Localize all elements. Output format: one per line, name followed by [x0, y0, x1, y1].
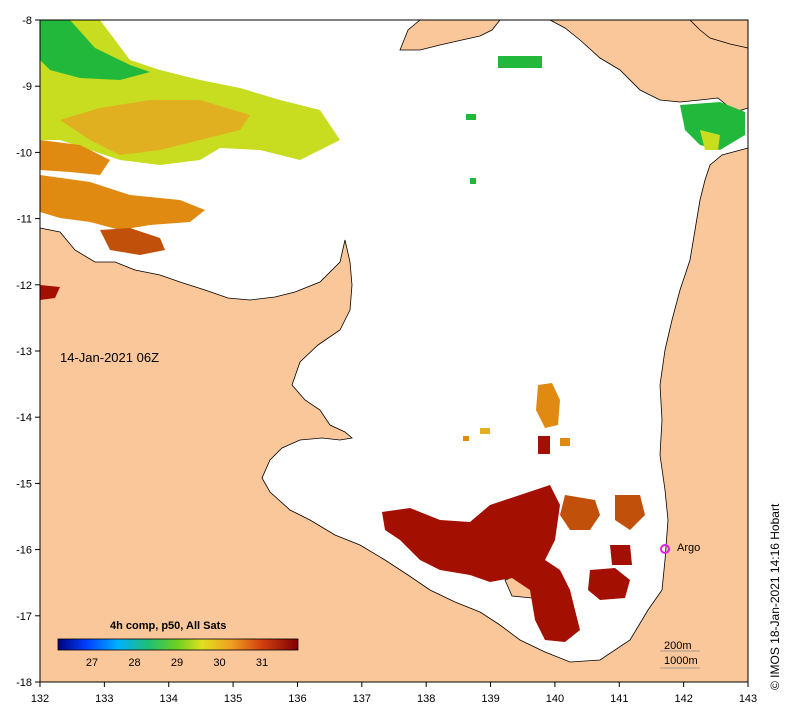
x-tick-label: 138: [417, 693, 435, 705]
sst-patch-small: [466, 114, 476, 120]
colorbar-tick-label: 30: [213, 657, 225, 669]
sst-patch-southeast-4: [610, 545, 632, 565]
x-tick-label: 143: [739, 693, 757, 705]
y-tick-label: -18: [16, 677, 32, 689]
y-tick-label: -17: [16, 611, 32, 623]
sst-patch-east-mild: [700, 130, 720, 150]
sst-data-layer: [40, 20, 745, 642]
x-tick-label: 132: [31, 693, 49, 705]
argo-label: Argo: [677, 542, 701, 554]
sst-warm-band: [60, 100, 250, 155]
sst-patch-hot-small: [538, 436, 550, 454]
x-tick-label: 137: [353, 693, 371, 705]
y-tick-label: -10: [16, 147, 32, 159]
sst-patch-southeast-2: [615, 495, 645, 530]
y-tick-label: -16: [16, 545, 32, 557]
x-tick-label: 140: [546, 693, 564, 705]
sst-cool-region: [40, 20, 150, 80]
colorbar-ticks: 27 28 29 30 31: [86, 657, 268, 669]
y-tick-label: -15: [16, 478, 32, 490]
land-new-guinea: [399, 19, 501, 51]
sst-patch-southeast-3: [588, 568, 630, 600]
y-tick-label: -9: [22, 81, 32, 93]
y-tick-label: -12: [16, 280, 32, 292]
sst-patch-tiny: [463, 436, 469, 441]
sst-patch-central: [536, 383, 560, 428]
sst-hot-region-south: [382, 485, 580, 642]
sst-patch-east: [680, 102, 745, 150]
land-cape-york: [549, 19, 749, 113]
sst-patch-warm-small: [560, 438, 570, 446]
sst-patch-southeast: [560, 495, 600, 530]
y-axis-ticks: -8 -9 -10 -11 -12 -13 -14 -15 -16 -17 -18: [16, 15, 40, 689]
credit-label: © IMOS 18-Jan-2021 14:16 Hobart: [768, 503, 782, 690]
x-tick-label: 139: [481, 693, 499, 705]
x-tick-label: 136: [288, 693, 306, 705]
x-tick-label: 141: [610, 693, 628, 705]
y-tick-label: -14: [16, 412, 32, 424]
colorbar-tick-label: 31: [256, 657, 268, 669]
colorbar-tick-label: 28: [128, 657, 140, 669]
depth-label-1000: 1000m: [664, 655, 698, 667]
legend-title: 4h comp, p50, All Sats: [110, 620, 227, 632]
y-tick-label: -13: [16, 346, 32, 358]
argo-marker: [660, 544, 670, 554]
depth-label-200: 200m: [664, 640, 692, 652]
x-tick-label: 142: [674, 693, 692, 705]
sst-hot-patch-small: [40, 285, 60, 300]
sst-warm-strip: [40, 140, 110, 175]
y-tick-label: -11: [17, 214, 32, 226]
colorbar-tick-label: 27: [86, 657, 98, 669]
y-tick-label: -8: [22, 15, 32, 27]
sst-hot-patch-west: [100, 228, 165, 255]
x-tick-label: 133: [95, 693, 113, 705]
colorbar-tick-label: 29: [171, 657, 183, 669]
sst-warm-patch-west: [40, 175, 205, 230]
x-tick-label: 134: [160, 693, 178, 705]
x-tick-label: 135: [224, 693, 242, 705]
colorbar: [57, 638, 299, 651]
sst-patch-small: [470, 178, 476, 184]
sst-patch-north: [498, 56, 542, 68]
x-axis-ticks: 132 133 134 135 136 137 138 139 140 141 142 143: [31, 682, 757, 705]
sst-patch-tiny: [480, 428, 490, 434]
timestamp-label: 14-Jan-2021 06Z: [60, 350, 160, 365]
land-northern-territory: [39, 147, 749, 683]
